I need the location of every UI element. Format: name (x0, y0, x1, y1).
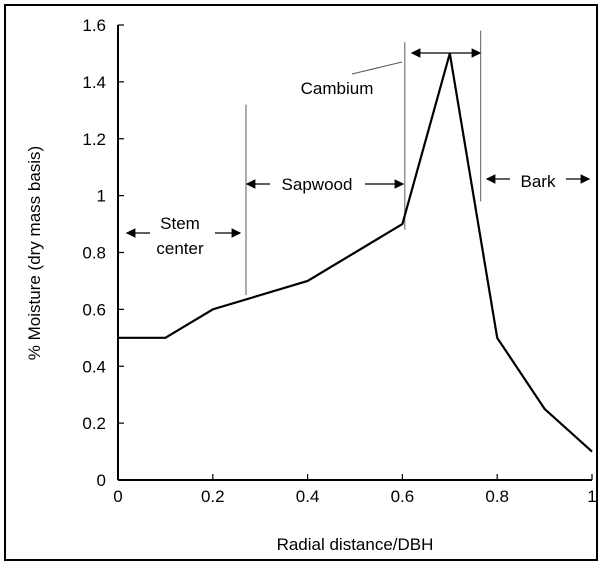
annotation-cambium: Cambium (301, 79, 374, 98)
annotation-bark: Bark (521, 172, 556, 191)
y-tick-label: 0 (97, 471, 106, 490)
x-tick-label: 0 (113, 487, 122, 506)
y-tick-label: 0.2 (82, 414, 106, 433)
cambium-leader (351, 61, 403, 75)
x-axis-label: Radial distance/DBH (277, 535, 434, 554)
y-tick-label: 1.6 (82, 16, 106, 35)
x-tick-label: 0.6 (391, 487, 415, 506)
y-tick-label: 0.4 (82, 357, 106, 376)
y-axis-label: % Moisture (dry mass basis) (25, 146, 44, 360)
annotation-stem-line1: Stem (160, 214, 200, 233)
y-tick-label: 1.2 (82, 130, 106, 149)
y-tick-label: 1 (97, 187, 106, 206)
y-tick-label: 0.6 (82, 300, 106, 319)
moisture-line (118, 53, 593, 453)
annotation-stem-line2: center (156, 239, 204, 258)
x-tick-label: 0.4 (296, 487, 320, 506)
y-tick-label: 0.8 (82, 244, 106, 263)
annotation-sapwood: Sapwood (282, 175, 353, 194)
x-tick-label: 0.8 (485, 487, 509, 506)
x-tick-label: 0.2 (201, 487, 225, 506)
y-tick-label: 1.4 (82, 73, 106, 92)
x-tick-label: 1 (587, 487, 596, 506)
